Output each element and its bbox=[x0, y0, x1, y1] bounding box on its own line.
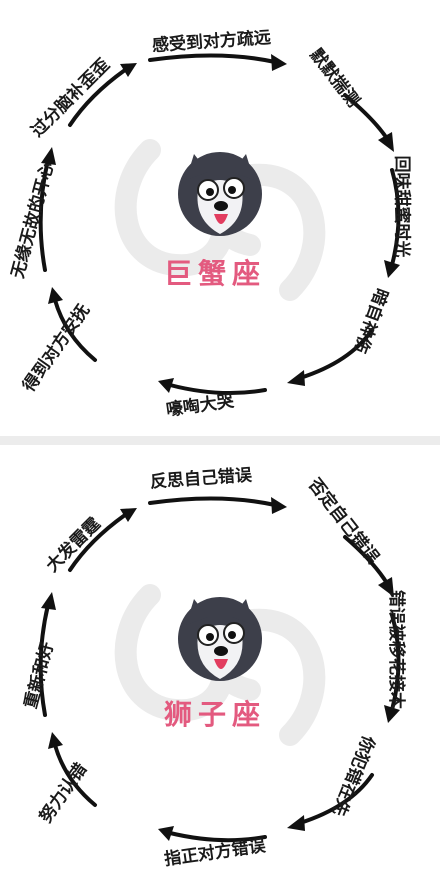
cycle-arrow-1 bbox=[148, 496, 277, 507]
arrowhead-8 bbox=[120, 63, 137, 77]
cycle-arrow-4 bbox=[298, 328, 374, 380]
arrowhead-2 bbox=[378, 132, 394, 152]
cycle-arrow-5 bbox=[168, 383, 267, 396]
cycle-arrow-3 bbox=[390, 168, 401, 267]
zodiac-sign-title: 巨蟹座 bbox=[163, 257, 266, 290]
cycle-arrow-4 bbox=[298, 773, 374, 825]
arrowhead-4 bbox=[287, 815, 305, 831]
husky-dog-icon bbox=[178, 152, 262, 236]
cycle-arrow-7 bbox=[38, 158, 50, 272]
arrowhead-6 bbox=[48, 287, 63, 304]
husky-dog-icon bbox=[178, 597, 262, 681]
arrowhead-2 bbox=[378, 577, 394, 597]
arrowhead-3 bbox=[384, 260, 400, 278]
cycle-arrow-3 bbox=[390, 613, 401, 712]
cycle-arrow-6 bbox=[53, 298, 97, 362]
arrowhead-7 bbox=[41, 592, 56, 610]
arrowhead-7 bbox=[41, 147, 56, 165]
cycle-arrow-8 bbox=[68, 68, 127, 127]
panel-separator bbox=[0, 436, 440, 445]
step-label-3: 回味甜蜜时光 bbox=[391, 155, 412, 258]
arrowhead-6 bbox=[48, 732, 63, 749]
arrowhead-5 bbox=[158, 378, 174, 393]
leo-panel: 狮子座 反思自己错误 否定自己错误 错误被移花接木 你犯错在先 指正对方错误 努… bbox=[0, 445, 440, 881]
arrowhead-1 bbox=[271, 497, 287, 514]
arrowhead-1 bbox=[271, 54, 287, 71]
cycle-arrow-7 bbox=[38, 603, 50, 717]
arrowhead-4 bbox=[287, 370, 305, 386]
arrowhead-5 bbox=[158, 826, 174, 841]
cycle-arrow-6 bbox=[53, 743, 97, 807]
cycle-arrow-1 bbox=[148, 53, 277, 64]
cycle-arrow-8 bbox=[68, 513, 127, 572]
cycle-arrow-5 bbox=[168, 831, 267, 843]
arrowhead-8 bbox=[120, 508, 137, 522]
zodiac-sign-title: 狮子座 bbox=[163, 698, 266, 731]
arrowhead-3 bbox=[384, 705, 400, 723]
cancer-panel: 巨蟹座 感受到对方疏远 默默揣测 回味甜蜜时光 暗自神伤 嚎啕大哭 得到对方安抚… bbox=[0, 0, 440, 436]
step-label-3: 错误被移花接木 bbox=[386, 590, 406, 709]
